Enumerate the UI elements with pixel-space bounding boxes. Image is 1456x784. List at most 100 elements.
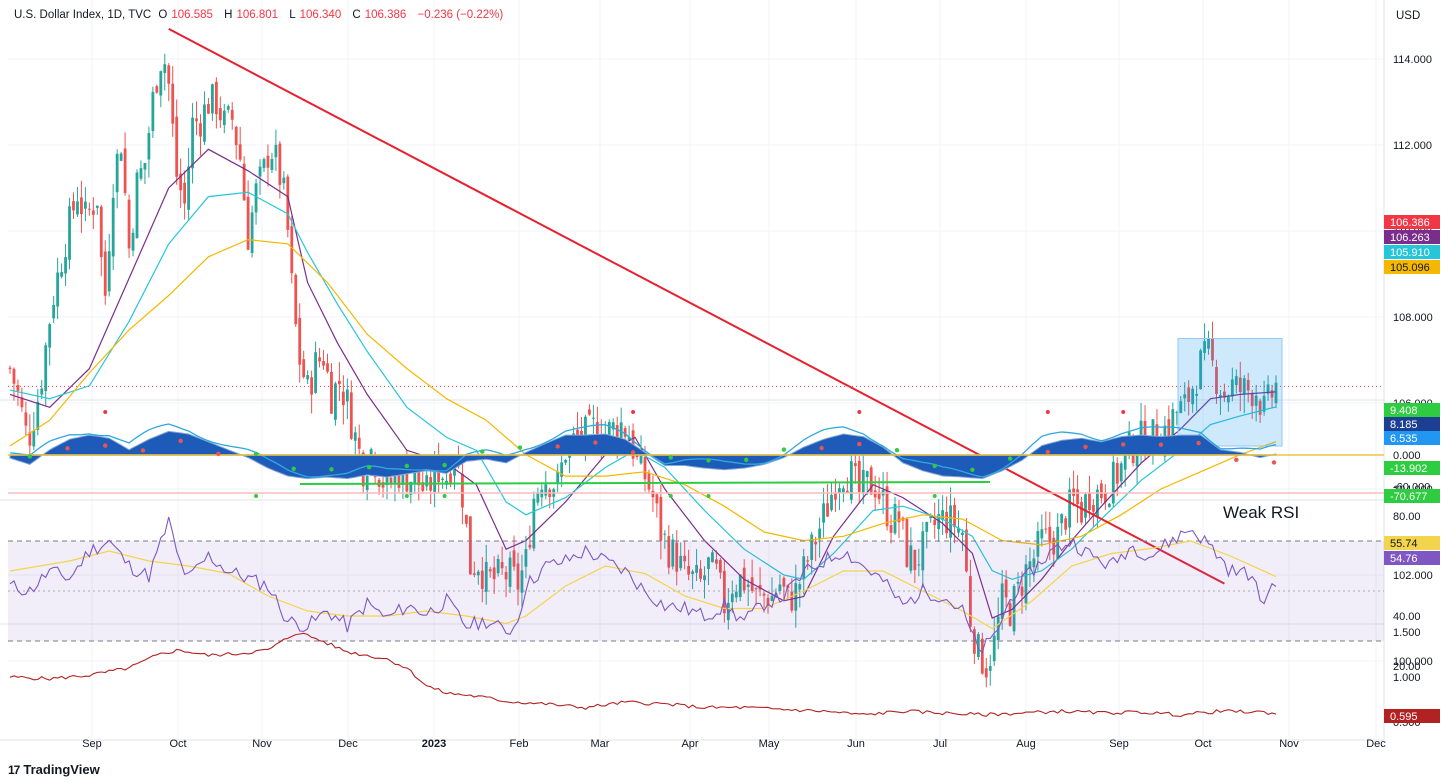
candle-body [12, 368, 16, 384]
grid [8, 0, 1384, 740]
candle-body [675, 542, 679, 572]
osc-value-label: -70.677 [1390, 491, 1427, 503]
candle-body [179, 173, 183, 191]
candle-body [615, 425, 619, 442]
candle-body [425, 475, 429, 487]
candle-body [794, 583, 798, 611]
candle-body [119, 153, 123, 161]
candle-body [778, 584, 782, 591]
tradingview-logo-text: TradingView [23, 762, 100, 777]
candle-body [857, 460, 861, 492]
candle-body [969, 576, 972, 627]
candle-body [933, 519, 937, 526]
tradingview-logo[interactable]: 17 TradingView [8, 762, 100, 777]
candle-body [1234, 376, 1238, 386]
candle-body [111, 197, 115, 257]
oscillator-dot [27, 454, 33, 459]
tradingview-logo-icon: 17 [8, 762, 20, 777]
candle-body [651, 490, 655, 498]
candle-body [8, 367, 12, 369]
candle-body [238, 144, 242, 160]
osc-value-label: -13.902 [1390, 463, 1427, 475]
oscillator-dot [1083, 444, 1088, 450]
candle-body [1076, 489, 1079, 505]
rsi-value-label: 55.74 [1390, 538, 1418, 550]
candle-body [195, 118, 198, 122]
rsi-value-label: 54.76 [1390, 553, 1418, 565]
candle-body [790, 591, 794, 611]
candle-body [929, 516, 933, 519]
candle-body [1044, 528, 1048, 530]
candle-body [476, 571, 480, 576]
candle-body [1036, 531, 1040, 557]
open-value: 106.585 [171, 9, 213, 21]
candle-body [1048, 526, 1052, 543]
candle-body [730, 593, 734, 603]
symbol-title: U.S. Dollar Index, 1D, TVC [14, 9, 152, 21]
candle-body [500, 562, 504, 569]
rsi-value-badge [1384, 551, 1440, 565]
candle-body [814, 541, 818, 545]
candle-body [139, 168, 143, 179]
candle-body [1167, 419, 1171, 437]
candle-body [191, 117, 194, 169]
candle-body [16, 385, 20, 391]
candle-body [1088, 492, 1091, 511]
candle-body [564, 460, 568, 463]
candle-body [707, 557, 710, 569]
candle-body [87, 208, 91, 210]
candle-body [290, 226, 294, 274]
candle-body [1107, 503, 1111, 508]
x-tick-label: May [759, 738, 780, 750]
candle-body [925, 521, 929, 532]
currency-label[interactable]: USD [1396, 10, 1421, 22]
candle-body [103, 251, 107, 296]
candle-body [965, 529, 968, 572]
osc-value-badge [1384, 431, 1440, 445]
candle-body [905, 519, 909, 567]
candle-body [417, 470, 421, 486]
candle-body [627, 437, 631, 441]
candle-body [957, 527, 960, 533]
candle-body [885, 486, 889, 527]
candle-body [711, 552, 714, 563]
candle-body [155, 86, 159, 93]
candle-body [826, 503, 829, 517]
candle-body [310, 377, 314, 395]
candle-body [945, 511, 949, 534]
candle-body [1211, 338, 1214, 361]
oscillator-signal-line [9, 423, 1277, 478]
candle-body [262, 159, 266, 168]
high-label: H [224, 9, 233, 21]
x-tick-label: Apr [681, 738, 698, 750]
candle-body [115, 153, 119, 193]
candle-body [250, 212, 254, 254]
candle-body [64, 257, 67, 274]
candle-body [40, 388, 44, 395]
candle-body [389, 477, 393, 484]
oscillator-dot [329, 467, 334, 472]
low-label: L [289, 9, 296, 21]
candle-body [1183, 394, 1187, 399]
candle-body [774, 593, 778, 596]
candle-body [953, 504, 956, 528]
candle-body [1270, 390, 1274, 398]
oscillator-signal-dot [404, 494, 409, 498]
candle-body [409, 481, 413, 495]
candle-body [496, 559, 500, 574]
candle-body [1175, 412, 1179, 414]
osc-value-badge [1384, 417, 1440, 431]
y-axis: 114.000112.000110.000108.000106.000104.0… [1384, 54, 1440, 729]
candle-body [667, 536, 671, 568]
candle-body [468, 516, 472, 575]
candle-body [937, 514, 941, 530]
candle-body [949, 505, 952, 538]
candle-body [1135, 453, 1139, 467]
candle-body [433, 458, 437, 492]
y-tick-label: 102.000 [1393, 570, 1433, 582]
candle-body [1115, 463, 1119, 484]
candle-body [671, 539, 675, 567]
candle-body [123, 148, 127, 194]
candle-body [286, 176, 290, 230]
